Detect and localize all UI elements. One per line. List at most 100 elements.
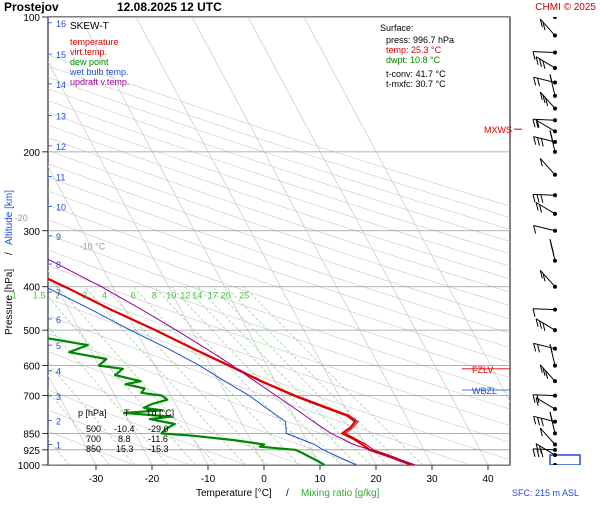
wind-barb-feather [533, 343, 537, 352]
dry-adiabat-line [48, 176, 510, 334]
wind-barb-station [553, 379, 557, 384]
wind-barb-feather [533, 136, 537, 145]
wind-barb-shaft [532, 51, 556, 53]
wind-barb-shaft [539, 269, 556, 288]
wind-barb-feather [542, 322, 546, 332]
series-line [48, 337, 326, 465]
altitude-tick-label: 13 [56, 112, 66, 122]
table-row-850-p: 850 [86, 444, 101, 454]
legend-temperature: temperature [70, 37, 119, 47]
altitude-tick-label: 1 [56, 441, 61, 451]
mixing-ratio-line [48, 438, 70, 465]
plot-frame [47, 16, 511, 466]
wind-barb-feather [535, 397, 539, 406]
pressure-tick-label: 200 [23, 148, 40, 159]
wind-barb-feather [540, 138, 544, 147]
wind-barb-feather [545, 97, 549, 107]
wind-barb-feather [540, 449, 544, 458]
wind-barb-station [553, 118, 557, 123]
mixing-ratio-label: 4 [102, 291, 107, 301]
pressure-tick-label: 850 [23, 429, 40, 440]
altitude-tick-label: 6 [56, 315, 61, 325]
wind-barb-shaft [533, 76, 556, 83]
isotherm-line [48, 61, 265, 465]
wind-barb-feather [532, 394, 536, 403]
wind-barb-station [553, 17, 557, 19]
table-row-500-p: 500 [86, 424, 101, 434]
isotherm-label: -20 [15, 213, 28, 223]
wind-barb-feather [551, 246, 555, 256]
sfc-label: SFC: 215 m ASL [512, 488, 579, 498]
dry-adiabat-line [48, 65, 510, 218]
legend-wet-bulb: wet bulb temp. [69, 67, 129, 77]
temperature-tick-label: -30 [89, 474, 104, 485]
mixing-ratio-label: 10 [166, 291, 176, 301]
mixing-ratio-label: 1.5 [33, 291, 46, 301]
altitude-tick-label: 9 [56, 232, 61, 242]
pressure-tick-label: 100 [23, 13, 40, 24]
wind-barb-feather [550, 415, 554, 424]
table-row-850-t: 15.3 [116, 444, 134, 454]
series-line [48, 287, 357, 465]
wind-barb-shaft [533, 136, 556, 143]
station-title: Prostejov [4, 0, 59, 14]
temperature-tick-label: -20 [145, 474, 160, 485]
table-row-700-t: 8.8 [118, 434, 131, 444]
label-layer: 0.20.40.611.5234681012141720251002003004… [12, 13, 522, 485]
dry-adiabat-line [48, 112, 510, 267]
surface-tmxfc: t-mxfc: 30.7 °C [386, 79, 446, 89]
wind-barb-feather [533, 77, 537, 86]
wind-barb-station [553, 228, 557, 233]
wind-barb-feather [532, 448, 536, 458]
wind-barb-shaft [533, 415, 556, 423]
table-header-td: Td [°C] [146, 408, 174, 418]
wind-barb-station [553, 363, 557, 368]
altitude-tick-label: 16 [56, 19, 66, 29]
wind-barb-feather [535, 318, 539, 327]
pressure-tick-label: 300 [23, 227, 40, 238]
series-layer [48, 258, 416, 465]
wind-barb-feather [532, 308, 536, 317]
dry-adiabat-line [48, 54, 510, 207]
wind-barb-shaft [539, 18, 556, 36]
dry-adiabat-line [48, 76, 510, 230]
wind-barb-shaft [535, 202, 556, 215]
dry-adiabat-line [48, 234, 510, 394]
table-row-500-t: -10.4 [114, 424, 135, 434]
wind-barb-station [553, 50, 557, 55]
wind-barb-station [553, 139, 557, 144]
fzlv-label: FZLV [472, 365, 493, 375]
wind-barb-feather [537, 137, 540, 146]
altitude-tick-label: 3 [56, 392, 61, 402]
wind-barb-feather [540, 418, 544, 427]
surface-press: press: 996.7 hPa [386, 35, 454, 45]
wind-barbs [532, 17, 581, 465]
temperature-tick-label: 10 [314, 474, 326, 485]
wind-barb-feather [539, 58, 542, 67]
legend-dew-point: dew point [70, 57, 109, 67]
wind-barb-feather [536, 448, 540, 458]
wind-barb-station [553, 393, 557, 398]
altitude-tick-label: 14 [56, 80, 66, 90]
dry-adiabat-line [48, 163, 510, 320]
dry-adiabat-line [48, 88, 510, 242]
mixing-ratio-label: 3 [82, 291, 87, 301]
isotherm-line [135, 17, 377, 465]
altitude-tick-label: 8 [56, 260, 61, 270]
diagram-label: SKEW-T [70, 21, 109, 32]
altitude-tick-label: 15 [56, 50, 66, 60]
wind-barb-feather [539, 364, 543, 373]
isotherm-line [191, 17, 433, 465]
altitude-tick-label: 2 [56, 416, 61, 426]
wind-barb-station [553, 346, 557, 351]
mixing-ratio-label: 8 [152, 291, 157, 301]
wind-barb-station [553, 172, 557, 177]
wind-barb-feather [532, 119, 536, 128]
surface-tconv: t-conv: 41.7 °C [386, 69, 446, 79]
wind-barb-feather [537, 344, 540, 353]
wind-barb-feather [537, 77, 540, 87]
wind-barb-feather [536, 119, 540, 128]
dry-adiabat-line [48, 219, 510, 378]
isotherm-line [48, 374, 97, 465]
wind-barb-feather [537, 417, 540, 426]
